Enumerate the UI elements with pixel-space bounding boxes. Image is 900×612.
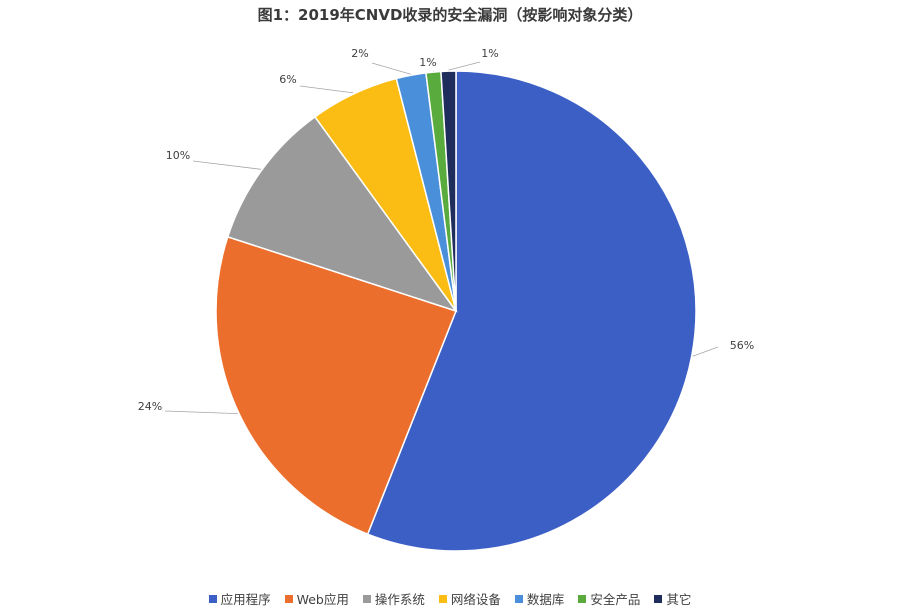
- leader-line-2: [164, 410, 238, 414]
- legend-swatch: [284, 594, 293, 603]
- data-label-4: 6%: [279, 73, 296, 86]
- pie-slice-2: [215, 235, 457, 536]
- pie-slice-3: [226, 115, 458, 313]
- legend-label: 网络设备: [450, 592, 501, 607]
- legend-label: 数据库: [526, 592, 565, 607]
- legend-swatch: [514, 594, 523, 603]
- chart-title: 图1：2019年CNVD收录的安全漏洞（按影响对象分类）: [257, 6, 643, 24]
- legend-item: 应用程序: [208, 589, 271, 608]
- legend-swatch: [438, 594, 447, 603]
- legend-swatch: [208, 594, 217, 603]
- data-label-5: 2%: [351, 47, 368, 60]
- pie-slice-7: [440, 70, 457, 312]
- data-label-2: 24%: [138, 400, 162, 413]
- data-label-6: 1%: [419, 56, 436, 69]
- legend-label: Web应用: [296, 592, 349, 607]
- data-label-7: 1%: [481, 47, 498, 60]
- legend-item: Web应用: [284, 589, 349, 608]
- legend-label: 其它: [666, 592, 692, 607]
- legend-item: 安全产品: [578, 589, 640, 608]
- leader-line-3: [192, 160, 262, 170]
- legend-swatch: [654, 594, 663, 603]
- leader-line-7: [448, 61, 481, 71]
- legend-item: 网络设备: [438, 589, 501, 608]
- legend-item: 操作系统: [362, 589, 425, 608]
- legend-swatch: [578, 594, 587, 603]
- legend-swatch: [362, 594, 371, 603]
- pie-slice-1: [366, 70, 697, 552]
- legend-item: 其它: [654, 589, 691, 608]
- legend-item: 数据库: [514, 589, 565, 608]
- leader-line-4: [299, 85, 354, 94]
- legend-label: 应用程序: [220, 592, 271, 607]
- legend: 应用程序 Web应用 操作系统 网络设备 数据库 安全产品 其它: [0, 589, 900, 608]
- leader-line-5: [371, 62, 411, 75]
- data-label-3: 10%: [166, 149, 190, 162]
- legend-label: 操作系统: [374, 592, 425, 607]
- data-label-1: 56%: [730, 339, 754, 352]
- legend-label: 安全产品: [590, 592, 641, 607]
- leader-line-1: [692, 346, 719, 357]
